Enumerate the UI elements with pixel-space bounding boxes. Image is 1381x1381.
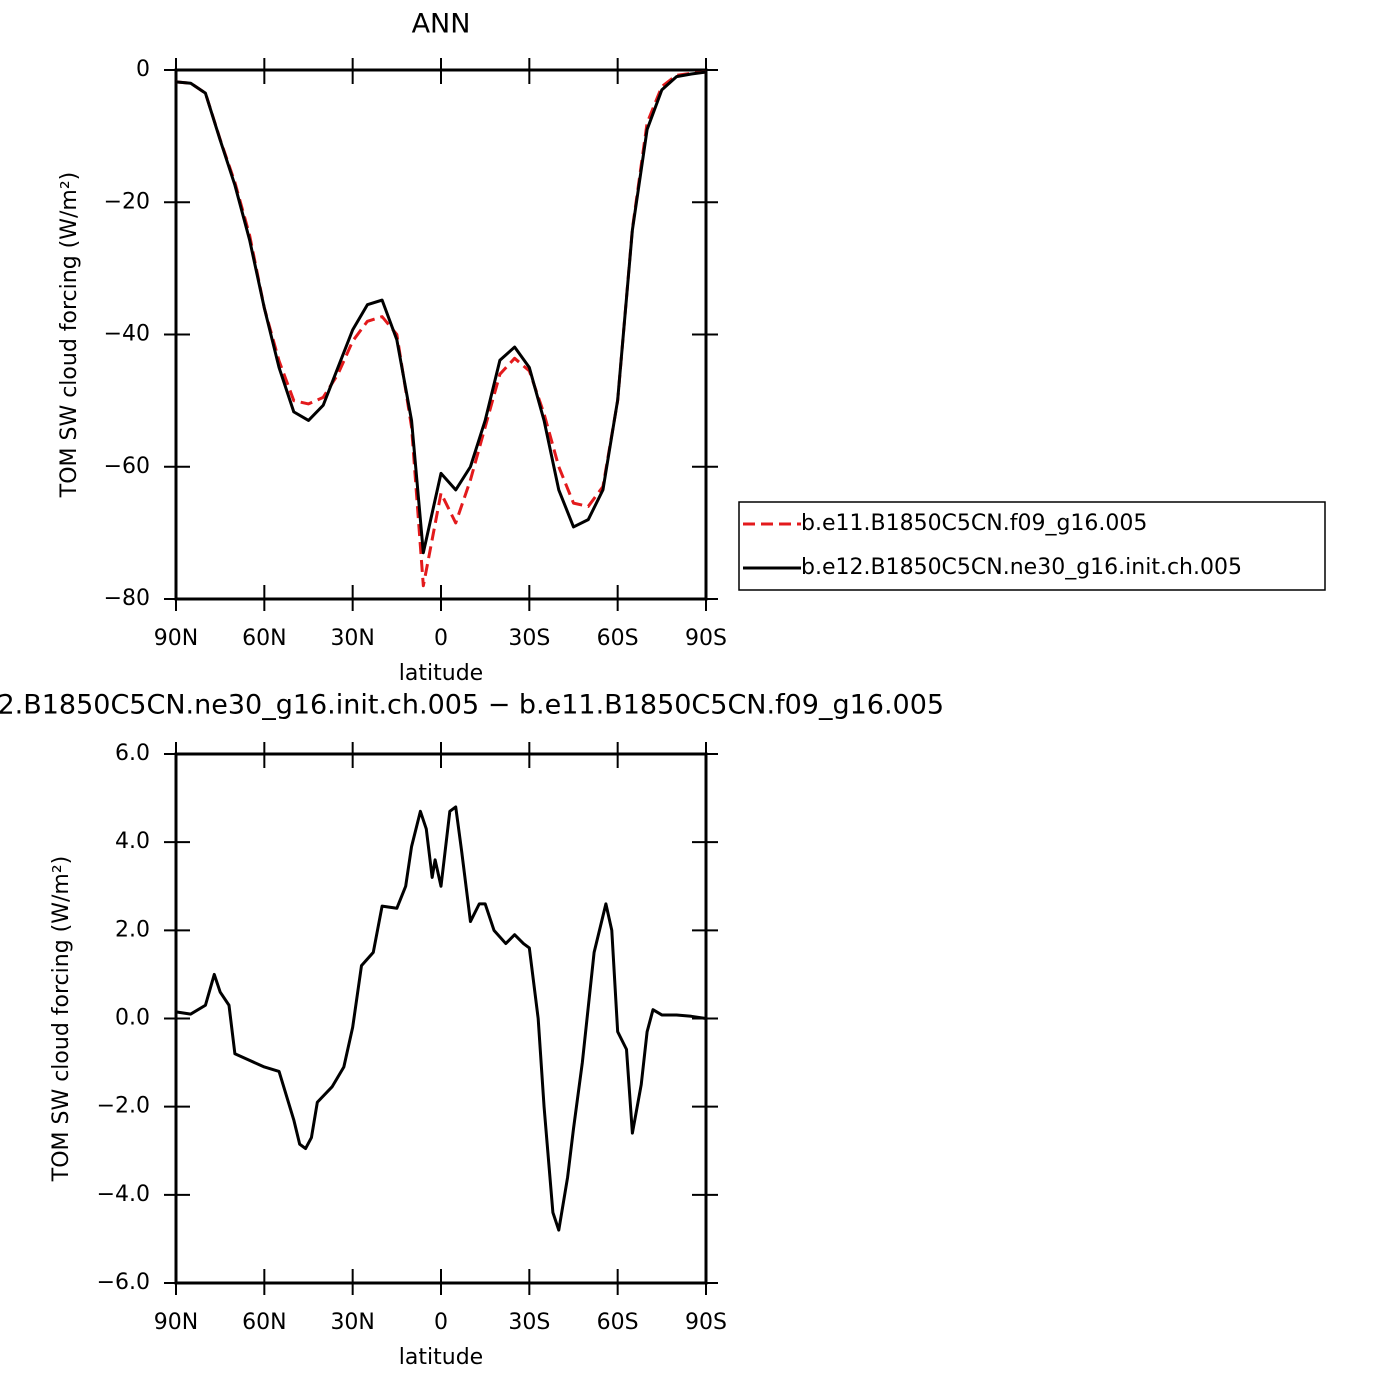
legend-box — [738, 501, 1326, 591]
x-tick-label: 30S — [508, 1310, 550, 1335]
y-tick-label: 4.0 — [115, 829, 150, 854]
x-tick-label: 30S — [508, 626, 550, 651]
chart-title: b.e12.B1850C5CN.ne30_g16.init.ch.005 − b… — [0, 690, 944, 721]
y-axis-label: TOM SW cloud forcing (W/m²) — [57, 172, 82, 498]
plot-frame — [174, 68, 708, 601]
x-tick-label: 0 — [434, 1310, 448, 1335]
x-tick-label: 90S — [685, 1310, 727, 1335]
series-line — [175, 805, 707, 1232]
y-tick-label: 0 — [136, 57, 150, 82]
x-tick-label: 90N — [154, 1310, 198, 1335]
y-tick-label: 2.0 — [115, 917, 150, 942]
x-axis-label: latitude — [399, 1345, 483, 1370]
x-tick-label: 30N — [330, 1310, 374, 1335]
plot-frame — [174, 752, 708, 1285]
y-tick-label: −40 — [104, 322, 150, 347]
x-tick-label: 60S — [597, 626, 639, 651]
y-tick-label: −2.0 — [97, 1094, 150, 1119]
x-tick-label: 30N — [330, 626, 374, 651]
x-tick-label: 90N — [154, 626, 198, 651]
y-axis-label: TOM SW cloud forcing (W/m²) — [49, 856, 74, 1182]
y-tick-label: 0.0 — [115, 1006, 150, 1031]
y-tick-label: −6.0 — [97, 1270, 150, 1295]
series-line — [175, 70, 707, 588]
x-tick-label: 90S — [685, 626, 727, 651]
series-line — [175, 70, 707, 555]
y-tick-label: 6.0 — [115, 741, 150, 766]
x-tick-label: 60S — [597, 1310, 639, 1335]
x-tick-label: 60N — [242, 1310, 286, 1335]
legend-label: b.e11.B1850C5CN.f09_g16.005 — [801, 511, 1147, 536]
x-tick-label: 0 — [434, 626, 448, 651]
x-axis-label: latitude — [399, 661, 483, 686]
x-tick-label: 60N — [242, 626, 286, 651]
legend-label: b.e12.B1850C5CN.ne30_g16.init.ch.005 — [801, 555, 1242, 580]
y-tick-label: −4.0 — [97, 1182, 150, 1207]
y-tick-label: −20 — [104, 189, 150, 214]
y-tick-label: −80 — [104, 586, 150, 611]
y-tick-label: −60 — [104, 454, 150, 479]
chart-title: ANN — [412, 9, 471, 40]
